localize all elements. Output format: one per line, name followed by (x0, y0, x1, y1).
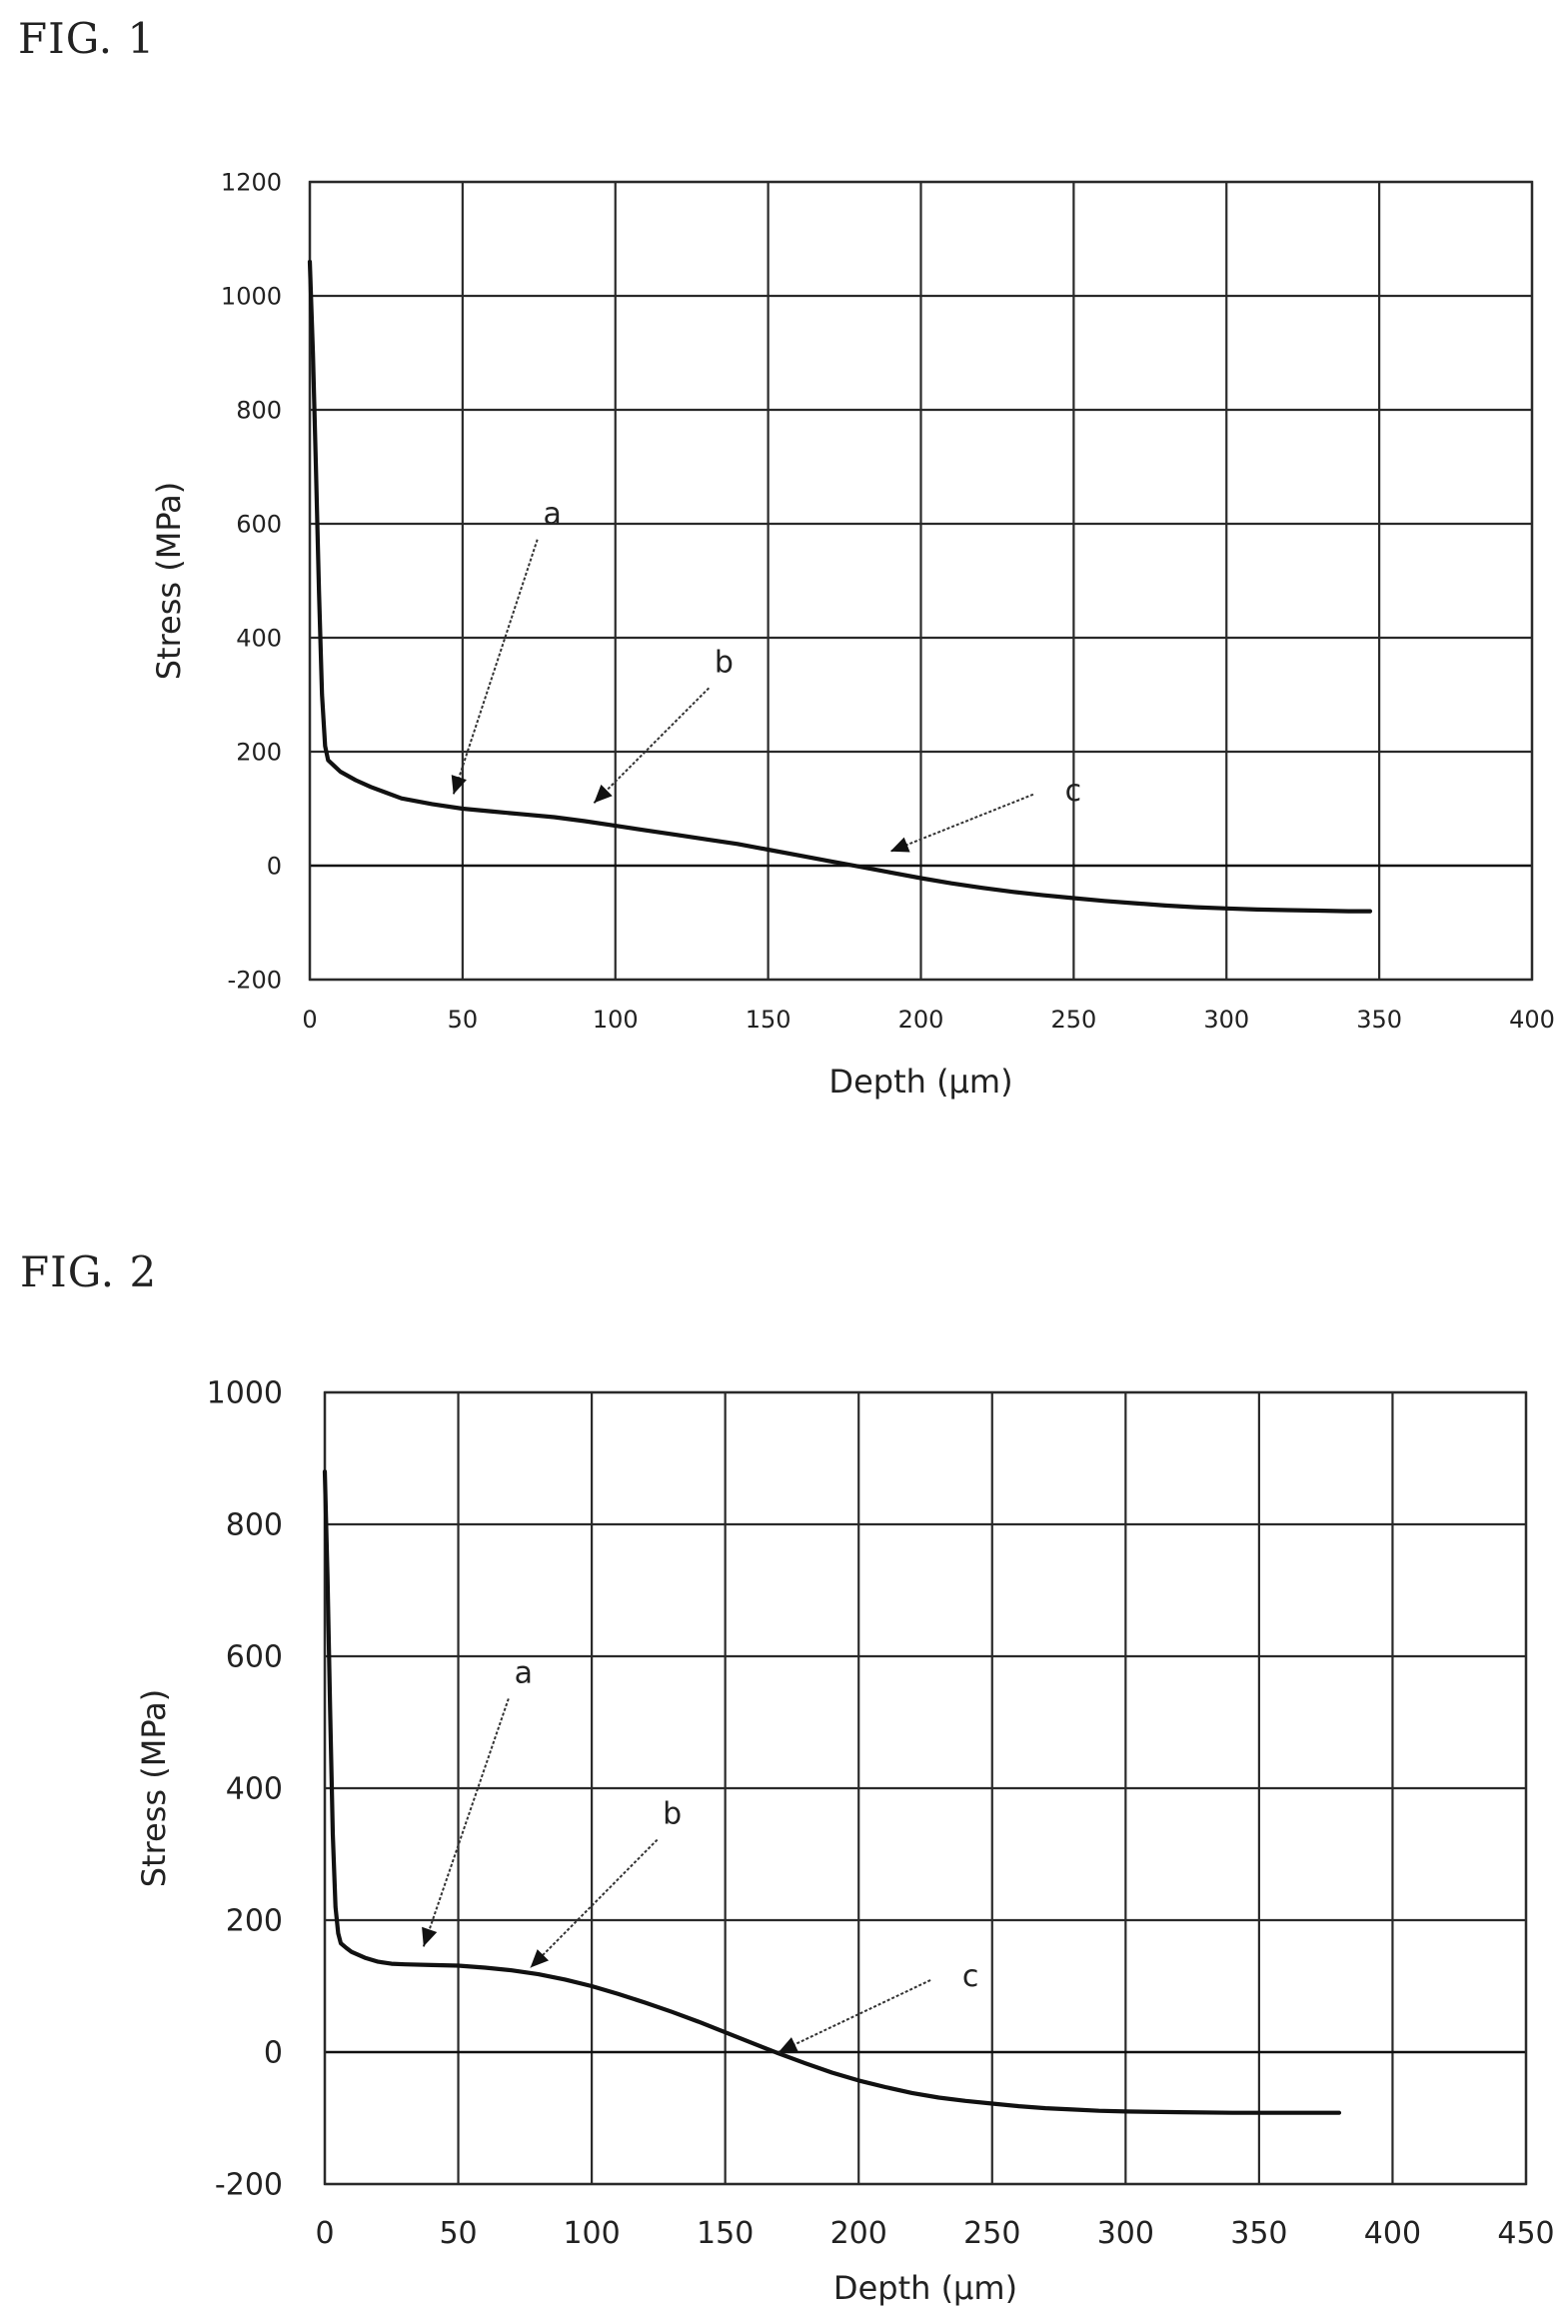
y-tick-label: 800 (226, 1508, 283, 1543)
annotation-arrow-line-c (778, 1979, 931, 2053)
y-tick-label: 800 (236, 396, 282, 424)
x-tick-label: 350 (1356, 1006, 1402, 1034)
y-tick-label: 1000 (221, 282, 282, 310)
plot-frame (308, 180, 1534, 982)
y-tick-label: 400 (236, 624, 282, 652)
x-tick-label: 350 (1230, 2216, 1287, 2251)
x-axis-title: Depth (µm) (828, 1063, 1012, 1101)
annotation-arrowhead-a (451, 775, 467, 795)
figure-1-label: FIG. 1 (18, 14, 156, 63)
y-axis-title: Stress (MPa) (150, 482, 188, 681)
x-tick-label: 450 (1497, 2216, 1554, 2251)
x-tick-label: 250 (1050, 1006, 1096, 1034)
y-axis-title: Stress (MPa) (135, 1689, 173, 1888)
annotation-a: a (422, 1655, 533, 1947)
y-tick-label: 600 (236, 510, 282, 538)
x-tick-label: 50 (448, 1006, 479, 1034)
x-tick-label: 250 (963, 2216, 1020, 2251)
x-tick-label: 300 (1203, 1006, 1249, 1034)
y-tick-label: 0 (267, 852, 282, 880)
annotation-label-a: a (515, 1655, 533, 1690)
annotation-c: c (889, 774, 1082, 853)
x-axis-title: Depth (µm) (833, 2269, 1017, 2307)
annotation-arrowhead-a (422, 1926, 438, 1947)
annotation-arrow-line-b (529, 1838, 659, 1969)
y-tick-label: -200 (228, 966, 282, 994)
annotation-arrow-line-a (422, 1698, 510, 1947)
annotation-b: b (593, 645, 734, 805)
y-tick-label: 200 (226, 1904, 283, 1939)
annotation-arrow-line-b (593, 687, 711, 805)
chart-fig1: -200 0 200 400 600 800 1000 1200 0 50 100 150 200 250… (150, 168, 1555, 1101)
y-tick-label: 200 (236, 738, 282, 766)
y-tick-label: 1000 (207, 1376, 283, 1411)
annotation-label-c: c (962, 1959, 979, 1994)
figure-2-label: FIG. 2 (20, 1247, 158, 1296)
annotation-label-b: b (663, 1797, 682, 1832)
annotation-label-c: c (1065, 774, 1082, 809)
series-line-0 (307, 259, 1373, 914)
x-tick-label: 150 (697, 2216, 754, 2251)
annotation-arrow-line-c (889, 793, 1034, 853)
annotation-arrowhead-c (779, 2037, 798, 2052)
x-tick-label: 200 (898, 1006, 944, 1034)
plot-frame (323, 1390, 1528, 2186)
annotation-arrowhead-b (530, 1949, 550, 1968)
y-tick-label: -200 (215, 2168, 283, 2203)
x-tick-label: 400 (1364, 2216, 1421, 2251)
y-tick-label: 0 (264, 2036, 283, 2071)
x-tick-label: 50 (439, 2216, 477, 2251)
annotation-label-b: b (715, 645, 734, 680)
y-tick-label: 600 (226, 1640, 283, 1675)
x-tick-label: 100 (593, 1006, 639, 1034)
annotation-b: b (529, 1797, 682, 1969)
x-tick-label: 0 (302, 1006, 317, 1034)
annotation-arrowhead-b (594, 784, 613, 804)
series-line-0 (322, 1469, 1342, 2115)
y-tick-label: 1200 (221, 168, 282, 196)
annotation-arrowhead-c (889, 837, 910, 853)
annotation-label-a: a (544, 497, 562, 532)
x-tick-label: 0 (315, 2216, 334, 2251)
annotation-a: a (451, 497, 562, 796)
annotation-c: c (778, 1959, 979, 2053)
x-tick-label: 300 (1097, 2216, 1154, 2251)
x-tick-label: 400 (1509, 1006, 1555, 1034)
x-tick-label: 200 (830, 2216, 887, 2251)
y-tick-label: 400 (226, 1772, 283, 1807)
x-tick-label: 150 (746, 1006, 791, 1034)
x-tick-label: 100 (563, 2216, 620, 2251)
